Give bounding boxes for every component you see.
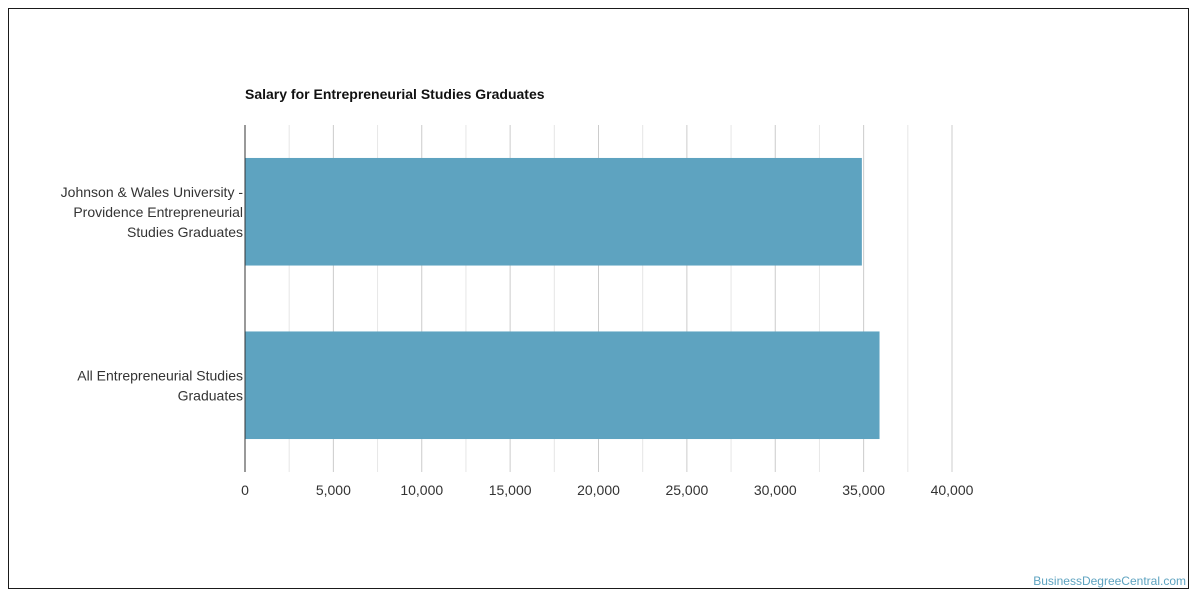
- bars: [245, 157, 880, 440]
- source-credit-link[interactable]: BusinessDegreeCentral.com: [1033, 574, 1186, 588]
- category-label-1: Johnson & Wales University - Providence E…: [61, 184, 244, 240]
- category-label-2: All Entrepreneurial Studies Graduates: [77, 367, 243, 403]
- x-tick-label: 0: [241, 482, 249, 498]
- category-labels: Johnson & Wales University - Providence E…: [61, 184, 244, 404]
- category-label-line: All Entrepreneurial Studies: [77, 367, 243, 383]
- x-tick-label: 25,000: [665, 482, 708, 498]
- category-label-line: Studies Graduates: [127, 224, 243, 240]
- x-tick-label: 30,000: [754, 482, 797, 498]
- category-label-line: Graduates: [178, 387, 243, 403]
- x-tick-label: 5,000: [316, 482, 351, 498]
- bar-1: [245, 157, 862, 266]
- bar-2: [245, 331, 880, 440]
- category-label-line: Providence Entrepreneurial: [73, 204, 243, 220]
- x-tick-labels: 0 5,000 10,000 15,000 20,000 25,000 30,000 35,0…: [241, 482, 974, 498]
- x-tick-label: 35,000: [842, 482, 885, 498]
- category-label-line: Johnson & Wales University -: [61, 184, 244, 200]
- x-tick-label: 10,000: [400, 482, 443, 498]
- x-tick-label: 15,000: [489, 482, 532, 498]
- x-tick-label: 40,000: [931, 482, 974, 498]
- chart-title: Salary for Entrepreneurial Studies Gradu…: [245, 86, 545, 102]
- x-tick-label: 20,000: [577, 482, 620, 498]
